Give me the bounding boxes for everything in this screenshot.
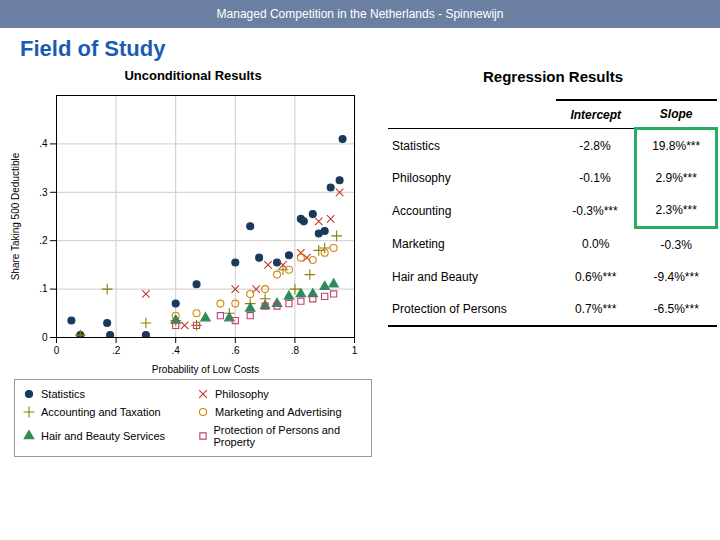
svg-text:.1: .1 bbox=[39, 283, 48, 294]
svg-text:Probability of Low Costs: Probability of Low Costs bbox=[152, 364, 259, 375]
html-text:-9.4%***: -9.4%*** bbox=[653, 270, 699, 284]
svg-text:.2: .2 bbox=[112, 345, 121, 356]
html-text:Marketing and Advertising: Marketing and Advertising bbox=[215, 406, 342, 418]
html-text:0.6%***: 0.6%*** bbox=[575, 270, 617, 284]
html-text:Regression Results: Regression Results bbox=[483, 68, 623, 85]
html-text:Philosophy: Philosophy bbox=[392, 171, 451, 185]
svg-text:.6: .6 bbox=[231, 345, 240, 356]
html-text:Statistics: Statistics bbox=[41, 388, 85, 400]
html-text:Accounting: Accounting bbox=[392, 203, 452, 218]
html-text:Philosophy: Philosophy bbox=[215, 388, 269, 400]
html-text:0.7%***: 0.7%*** bbox=[575, 302, 617, 316]
html-text:Intercept: Intercept bbox=[570, 107, 622, 122]
html-text:2.3%***: 2.3%*** bbox=[655, 203, 697, 217]
html-text:Hair and Beauty: Hair and Beauty bbox=[392, 270, 479, 284]
svg-text:0: 0 bbox=[42, 332, 48, 343]
html-text:Accounting and Taxation: Accounting and Taxation bbox=[41, 406, 161, 418]
svg-text:.3: .3 bbox=[39, 187, 48, 198]
svg-text:.4: .4 bbox=[39, 138, 48, 149]
svg-text:.4: .4 bbox=[172, 345, 181, 356]
html-text:2.9%***: 2.9%*** bbox=[655, 171, 697, 185]
svg-text:1: 1 bbox=[352, 345, 358, 356]
html-text:-6.5%***: -6.5%*** bbox=[653, 302, 699, 316]
html-text:0.0%: 0.0% bbox=[582, 237, 610, 252]
svg-text:.2: .2 bbox=[39, 235, 48, 246]
svg-text:0: 0 bbox=[54, 345, 60, 356]
html-text:Statistics: Statistics bbox=[392, 138, 440, 153]
svg-text:.8: .8 bbox=[291, 345, 300, 356]
html-text:Managed Competition in the Net: Managed Competition in the Netherlands -… bbox=[216, 7, 504, 21]
html-text:-0.1%: -0.1% bbox=[579, 171, 611, 185]
html-text:Protection of Persons: Protection of Persons bbox=[392, 302, 507, 316]
html-text:Hair and Beauty Services: Hair and Beauty Services bbox=[41, 430, 166, 442]
html-text:Unconditional Results: Unconditional Results bbox=[124, 68, 262, 83]
html-text:-0.3%***: -0.3%*** bbox=[572, 203, 618, 218]
html-text:-2.8%: -2.8% bbox=[579, 138, 611, 153]
html-text:-0.3%: -0.3% bbox=[660, 238, 692, 252]
svg-text:Share Taking 500 Deductible: Share Taking 500 Deductible bbox=[10, 152, 21, 280]
html-text:Protection of Persons and Prop: Protection of Persons and Property bbox=[213, 424, 341, 448]
html-text:19.8%***: 19.8%*** bbox=[652, 139, 701, 153]
html-text:Field of Study: Field of Study bbox=[20, 36, 166, 61]
html-text:Slope: Slope bbox=[659, 107, 693, 121]
html-text:Marketing: Marketing bbox=[392, 237, 445, 252]
